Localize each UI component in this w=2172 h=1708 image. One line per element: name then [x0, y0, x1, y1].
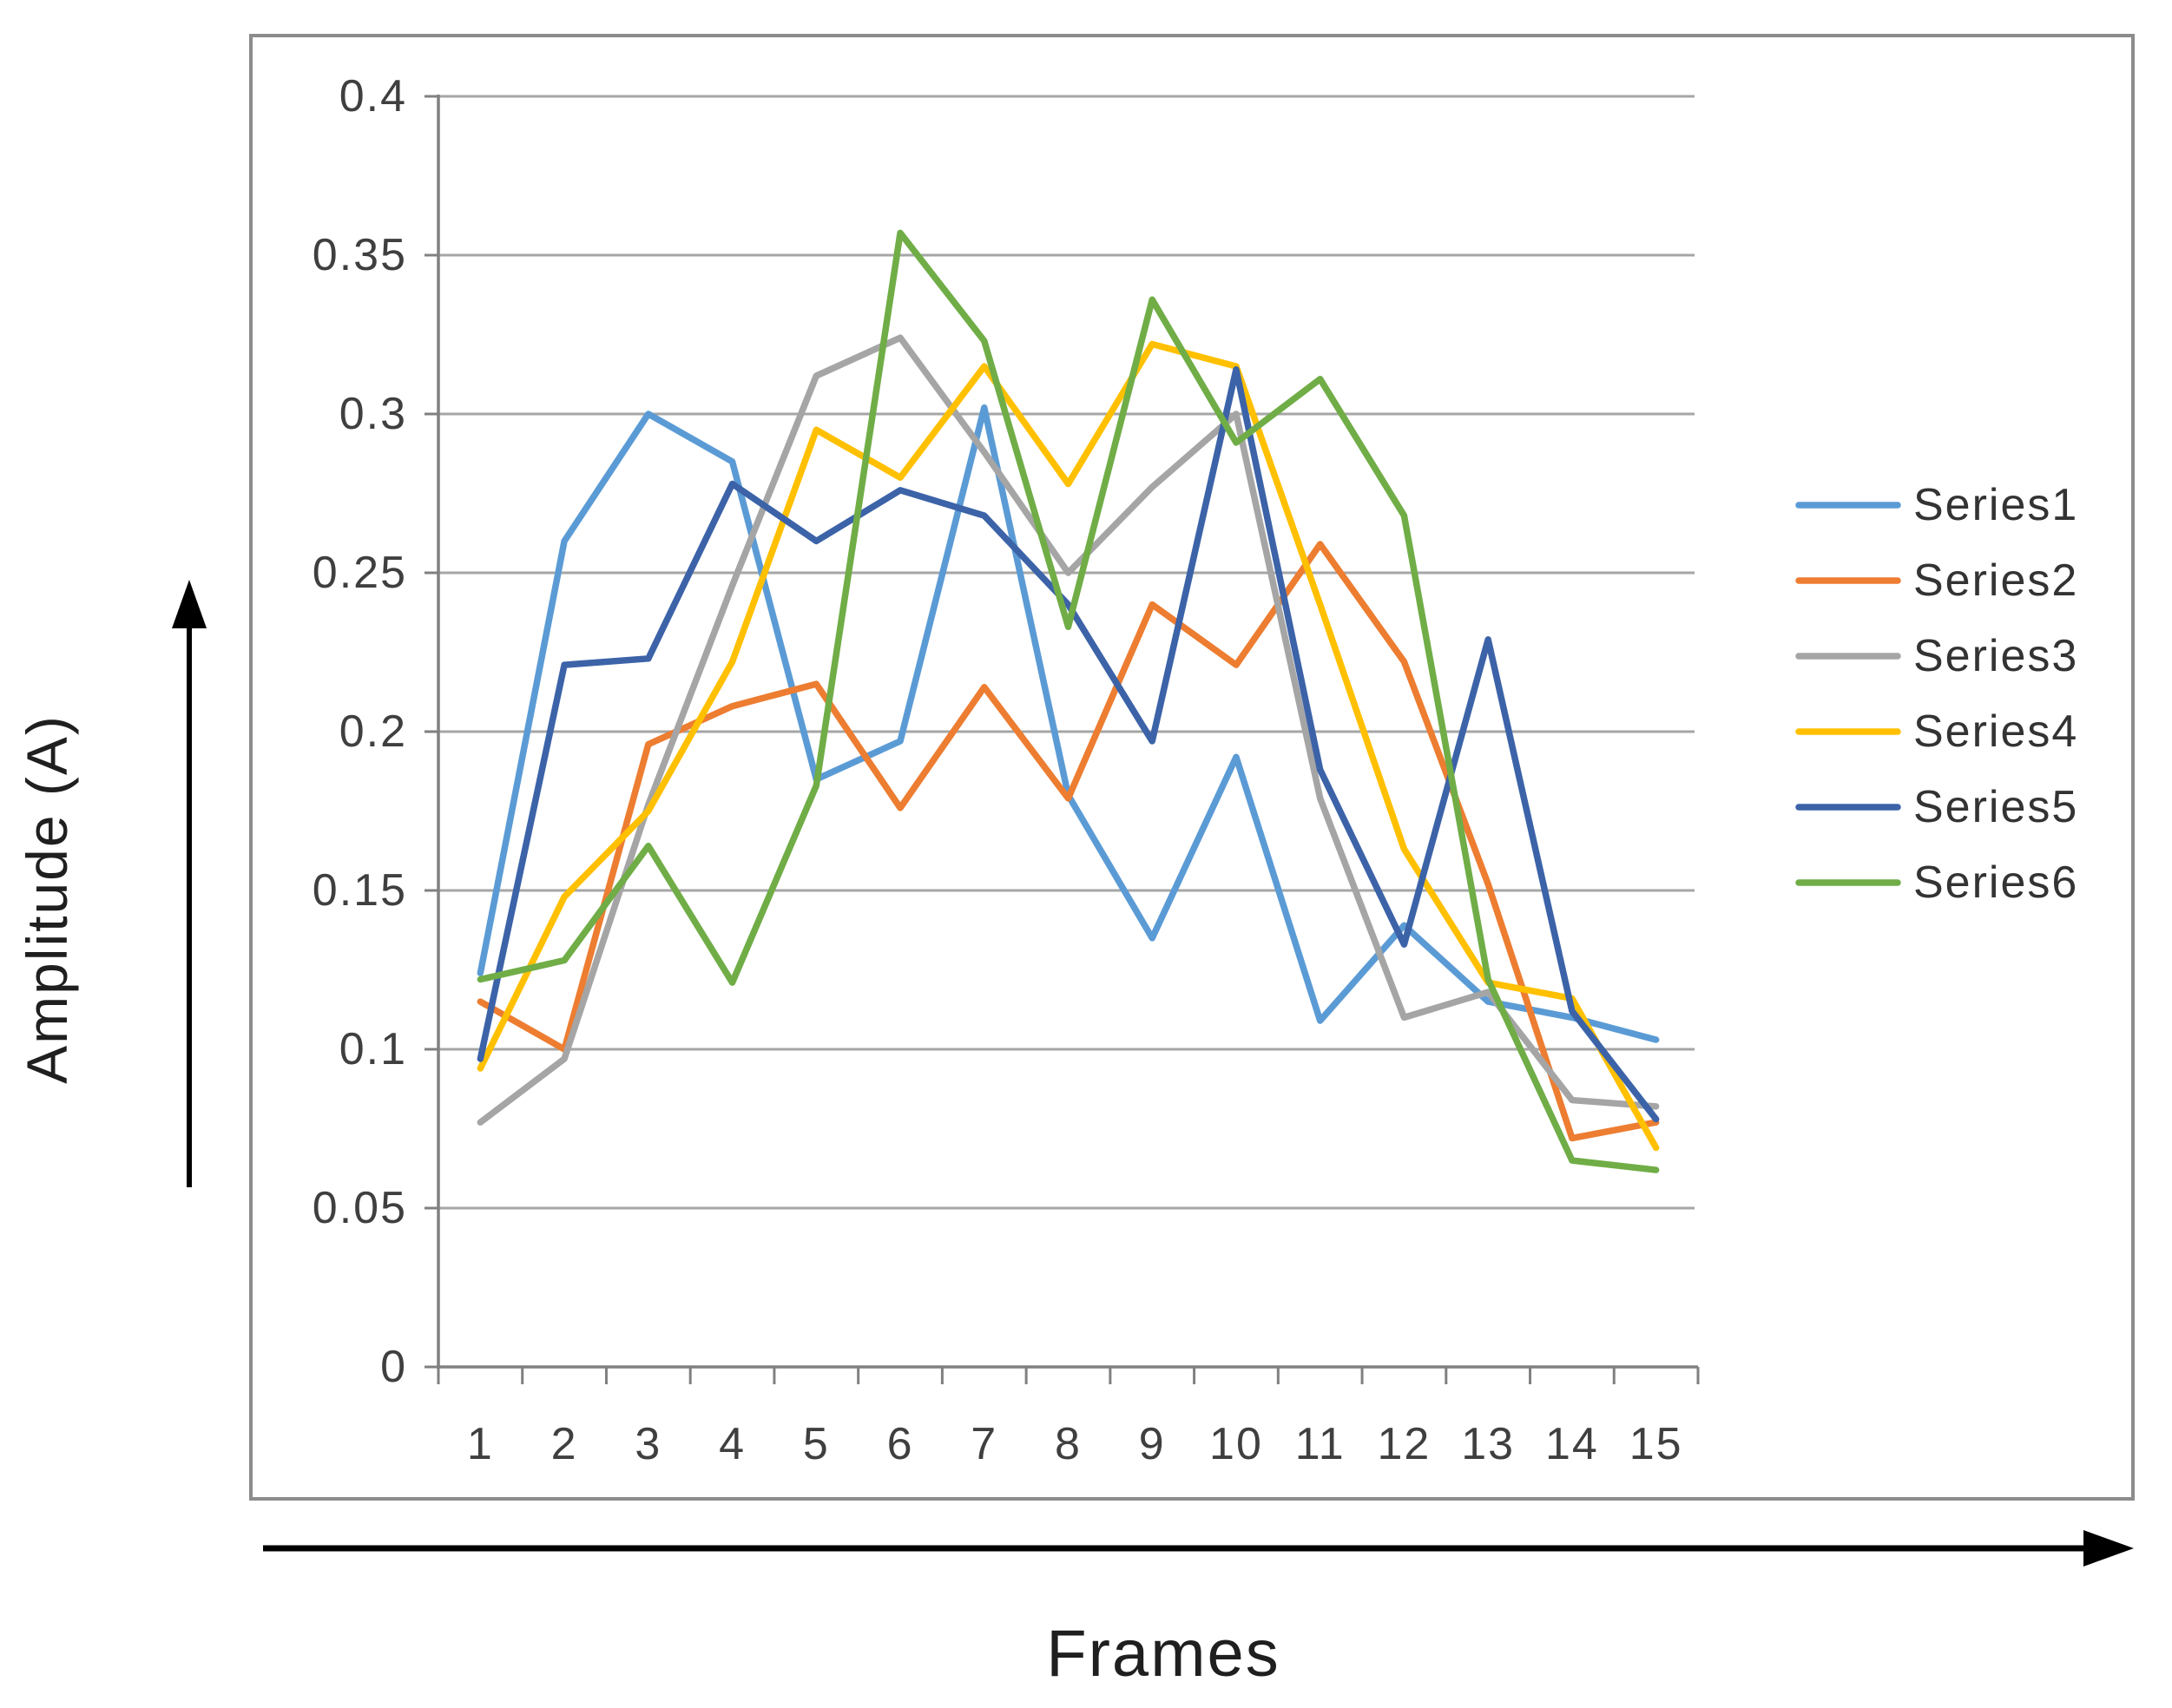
x-tick-label: 12: [1378, 1419, 1432, 1469]
x-tick-label: 6: [887, 1419, 914, 1469]
x-tick-label: 9: [1139, 1419, 1166, 1469]
y-tick-label: 0.4: [339, 71, 407, 122]
series-line-series6: [477, 229, 1660, 1173]
x-tick-label: 10: [1209, 1419, 1263, 1469]
x-tick-label: 8: [1055, 1419, 1082, 1469]
x-tick-label: 15: [1629, 1419, 1683, 1469]
y-tick-label: 0.35: [313, 230, 407, 280]
legend-label-series1: Series1: [1913, 480, 2078, 530]
x-tick-label: 3: [635, 1419, 661, 1469]
y-tick-labels: 0 0.05 0.1 0.15 0.2 0.25 0.3 0.35 0.4: [313, 71, 407, 1392]
y-tick-label: 0.1: [339, 1024, 407, 1074]
y-axis-title: Amplitude (A): [15, 714, 79, 1084]
up-arrow-icon: [172, 580, 207, 1187]
gridlines: [438, 95, 1695, 1210]
chart-border-box: [249, 34, 2135, 1501]
x-tick-label: 1: [467, 1419, 494, 1469]
x-tick-label: 4: [719, 1419, 746, 1469]
y-tick-label: 0.2: [339, 706, 407, 757]
right-arrow-icon: [263, 1530, 2134, 1567]
series-line-series3: [477, 334, 1660, 1126]
y-tick-label: 0: [380, 1342, 407, 1392]
legend-label-series5: Series5: [1913, 782, 2078, 832]
x-tick-label: 11: [1295, 1419, 1346, 1469]
x-tick-labels: 1 2 3 4 5 6 7 8 9 10 11 12 13 14 15: [467, 1419, 1683, 1469]
x-axis-title: Frames: [1046, 1617, 1280, 1691]
x-tick-label: 2: [551, 1419, 578, 1469]
x-tick-label: 5: [803, 1419, 830, 1469]
x-tick-label: 7: [971, 1419, 997, 1469]
x-tick-label: 13: [1461, 1419, 1515, 1469]
series-line-series4: [477, 340, 1660, 1152]
legend-label-series2: Series2: [1913, 555, 2078, 606]
axis-ticks: [425, 95, 1700, 1384]
data-series-lines: [477, 229, 1660, 1173]
y-tick-label: 0.05: [313, 1183, 407, 1233]
y-tick-label: 0.3: [339, 389, 407, 439]
legend-label-series4: Series4: [1913, 706, 2078, 757]
series-line-series5: [477, 366, 1660, 1123]
legend-label-series3: Series3: [1913, 631, 2078, 681]
y-tick-label: 0.25: [313, 548, 407, 598]
legend: Series1 Series2 Series3 Series4 Series5 Serie…: [1795, 480, 2078, 908]
y-tick-label: 0.15: [313, 865, 407, 916]
x-tick-label: 14: [1545, 1419, 1599, 1469]
legend-label-series6: Series6: [1913, 857, 2078, 908]
